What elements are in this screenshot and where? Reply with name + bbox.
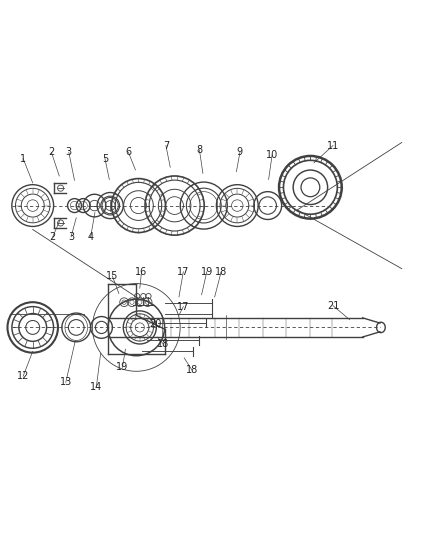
Text: 20: 20 xyxy=(150,319,162,329)
Text: 2: 2 xyxy=(48,148,55,157)
Text: 6: 6 xyxy=(125,148,131,157)
Text: 17: 17 xyxy=(177,266,190,277)
Text: 3: 3 xyxy=(68,232,74,242)
Text: 10: 10 xyxy=(266,150,278,160)
Text: 11: 11 xyxy=(327,141,339,150)
Text: 9: 9 xyxy=(237,148,243,157)
Text: 1: 1 xyxy=(20,154,26,164)
Text: 12: 12 xyxy=(17,371,29,381)
Text: 21: 21 xyxy=(327,301,339,311)
Text: 13: 13 xyxy=(60,377,72,387)
Text: 14: 14 xyxy=(90,383,102,392)
Text: 7: 7 xyxy=(163,141,169,150)
Text: 15: 15 xyxy=(106,271,119,281)
Text: 2: 2 xyxy=(49,232,56,242)
Text: 8: 8 xyxy=(196,145,202,155)
Text: 4: 4 xyxy=(88,232,94,242)
Text: 18: 18 xyxy=(157,339,170,349)
Text: 3: 3 xyxy=(66,148,72,157)
Text: 18: 18 xyxy=(186,365,198,375)
Text: 16: 16 xyxy=(135,266,148,277)
Text: 5: 5 xyxy=(102,154,108,164)
Text: 18: 18 xyxy=(215,266,227,277)
Text: 17: 17 xyxy=(177,302,190,312)
Text: 19: 19 xyxy=(116,362,128,373)
Text: 19: 19 xyxy=(201,266,213,277)
